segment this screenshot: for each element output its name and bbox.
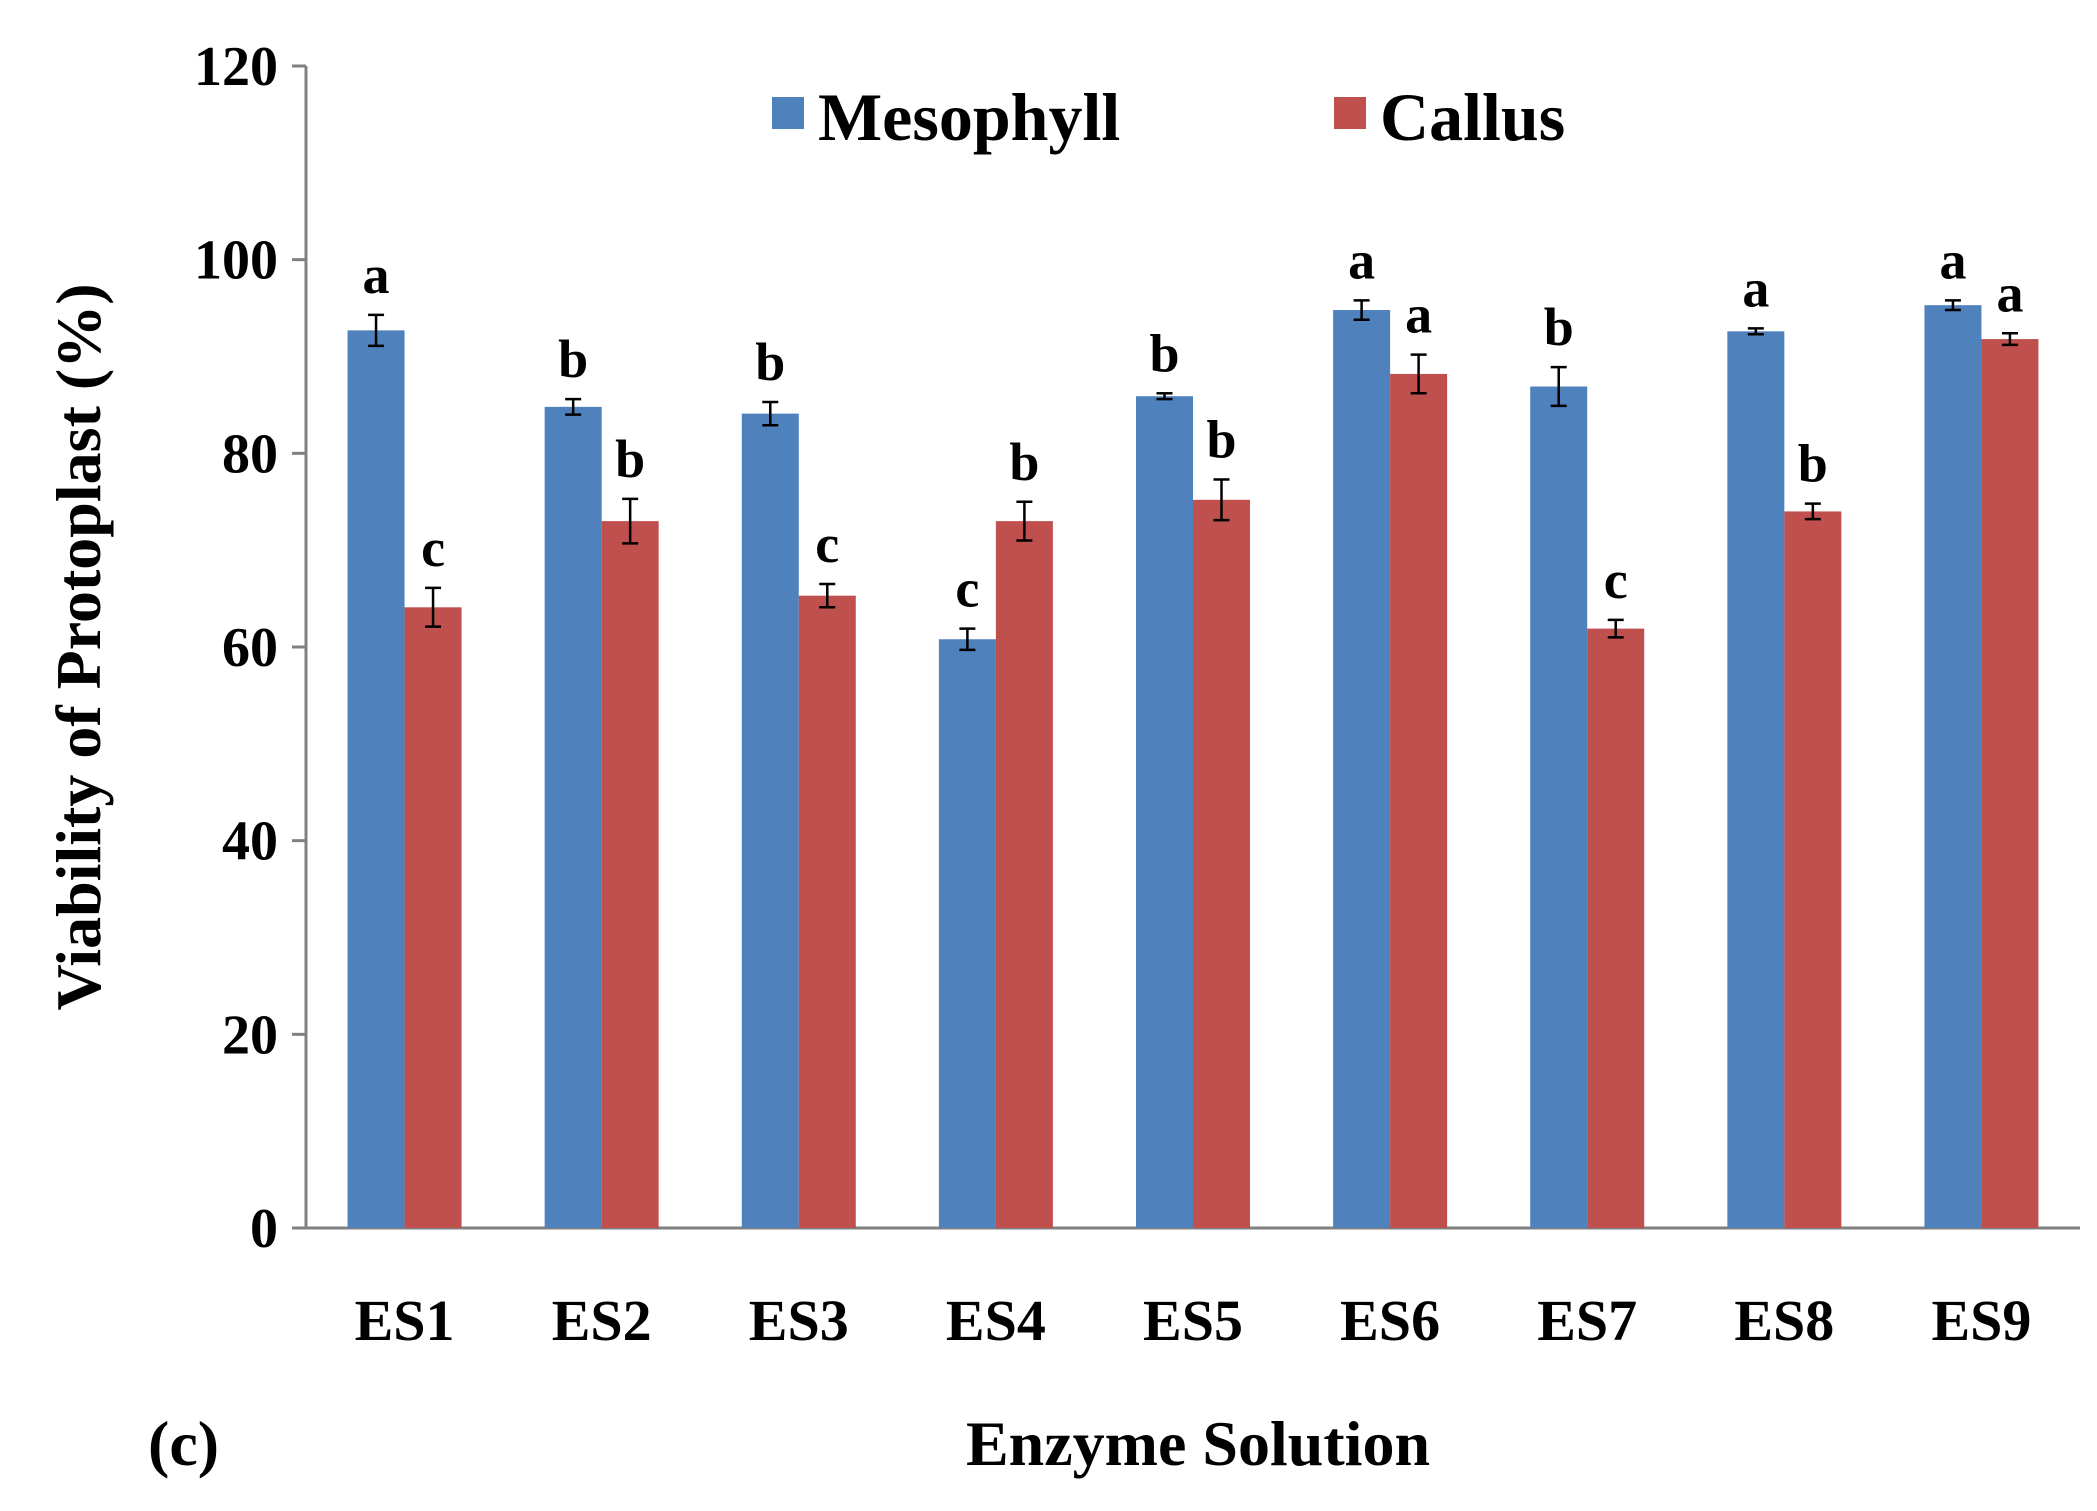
bar-mesophyll-es2 [544,406,602,1228]
significance-letter-callus-es1: c [421,518,445,578]
bar-callus-es4 [995,521,1053,1228]
category-label-es1: ES1 [355,1288,455,1353]
bar-mesophyll-es5 [1136,396,1193,1228]
error-bar-mesophyll-es8 [1747,327,1764,336]
error-bar-callus-es5 [1213,478,1230,522]
significance-letter-callus-es6: a [1405,285,1432,345]
legend-swatch-mesophyll [772,97,804,129]
bar-callus-es7 [1587,628,1645,1228]
bar-mesophyll-es3 [741,413,799,1228]
error-bars [368,299,2018,652]
bar-mesophyll-es8 [1727,331,1785,1228]
error-bar-mesophyll-es9 [1944,299,1961,312]
significance-letter-callus-es4: b [1009,432,1039,492]
significance-letter-callus-es2: b [615,429,645,489]
error-bar-mesophyll-es3 [762,400,779,427]
category-label-es5: ES5 [1143,1288,1243,1353]
legend: Mesophyll Callus [772,79,1565,155]
bars [347,305,2039,1229]
y-tick-label: 100 [194,230,278,292]
error-bar-callus-es8 [1804,502,1821,521]
significance-letter-mesophyll-es6: a [1348,230,1375,290]
bar-callus-es1 [404,607,462,1228]
significance-letter-callus-es5: b [1206,409,1236,469]
y-tick-label: 40 [222,811,278,873]
bar-mesophyll-es9 [1924,305,1982,1228]
y-tick-label: 20 [222,1004,278,1066]
error-bar-mesophyll-es4 [959,627,976,652]
error-bar-mesophyll-es1 [368,313,385,348]
significance-letter-callus-es8: b [1798,434,1828,494]
bar-mesophyll-es6 [1333,310,1391,1228]
significance-letter-callus-es9: a [1996,263,2023,323]
panel-label: (c) [148,1408,219,1479]
category-label-es7: ES7 [1537,1288,1637,1353]
bar-mesophyll-es7 [1530,386,1588,1229]
legend-label-callus: Callus [1380,79,1565,155]
legend-swatch-callus [1334,97,1366,129]
bar-callus-es2 [601,521,659,1228]
significance-letter-mesophyll-es3: b [755,332,785,392]
error-bar-callus-es1 [425,586,442,628]
category-label-es6: ES6 [1340,1288,1440,1353]
bar-callus-es5 [1193,499,1250,1228]
category-label-es3: ES3 [749,1288,849,1353]
y-tick-label: 80 [222,423,278,485]
y-tick-label: 120 [194,36,278,98]
significance-letter-mesophyll-es9: a [1939,230,1966,290]
error-bar-callus-es3 [819,582,836,609]
error-bar-mesophyll-es7 [1550,365,1567,408]
significance-letter-mesophyll-es1: a [363,245,390,305]
significance-letter-mesophyll-es5: b [1149,323,1179,383]
bar-callus-es6 [1390,373,1448,1228]
significance-letter-mesophyll-es4: c [955,559,979,619]
bar-mesophyll-es4 [938,639,996,1228]
category-label-es2: ES2 [552,1288,652,1353]
y-tick-label: 0 [250,1198,278,1260]
legend-label-mesophyll: Mesophyll [818,79,1120,155]
error-bar-mesophyll-es2 [565,397,582,416]
error-bar-callus-es2 [622,497,639,545]
category-label-es4: ES4 [946,1288,1046,1353]
significance-letter-mesophyll-es7: b [1544,297,1574,357]
error-bar-mesophyll-es6 [1353,299,1370,321]
category-label-es8: ES8 [1734,1288,1834,1353]
significance-letter-mesophyll-es8: a [1742,258,1769,318]
x-axis-title: Enzyme Solution [966,1408,1430,1479]
error-bar-callus-es6 [1410,353,1427,395]
y-ticks: 0 20 40 60 80 100 120 [194,36,306,1260]
bar-callus-es3 [798,595,856,1228]
y-tick-label: 60 [222,617,278,679]
error-bar-callus-es4 [1016,500,1033,542]
error-bar-callus-es9 [2001,332,2018,347]
significance-letter-mesophyll-es2: b [558,329,588,389]
bar-callus-es8 [1784,511,1842,1228]
error-bar-callus-es7 [1607,618,1624,639]
category-labels: ES1 ES2 ES3 ES4 ES5 ES6 ES7 ES8 ES9 [355,1288,2032,1353]
error-bar-mesophyll-es5 [1156,392,1173,401]
bar-mesophyll-es1 [347,330,405,1229]
significance-letter-callus-es7: c [1604,550,1628,610]
bar-callus-es9 [1981,339,2039,1228]
y-axis-title: Viability of Protoplast (%) [43,283,114,1010]
category-label-es9: ES9 [1931,1288,2031,1353]
significance-letter-callus-es3: c [815,514,839,574]
